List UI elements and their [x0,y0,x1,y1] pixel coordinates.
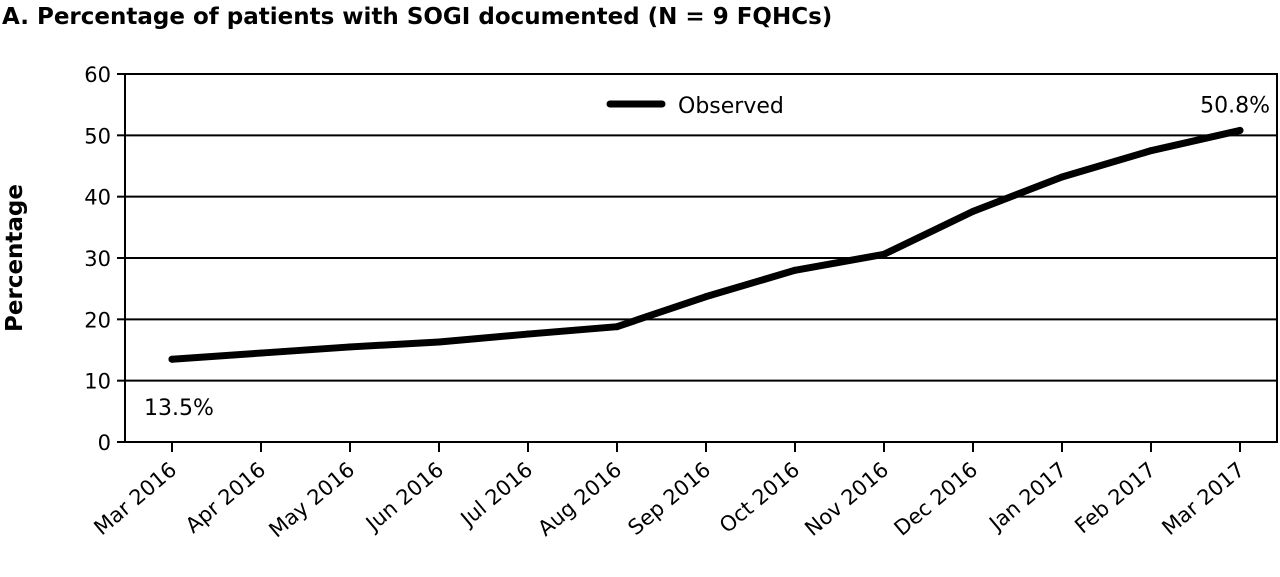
y-tick-label-0: 0 [98,431,111,455]
x-tick-label: Oct 2016 [715,457,804,537]
data-point [702,293,710,301]
data-point [168,355,176,363]
y-tick-label-50: 50 [84,124,111,148]
data-point [969,207,977,215]
annotation-start-value: 13.5% [144,396,214,421]
y-tick-label-60: 60 [84,63,111,87]
annotation-end-value: 50.8% [1200,93,1270,118]
y-tick-label-20: 20 [84,308,111,332]
x-tick-label: Jun 2016 [360,457,448,536]
data-point [257,349,265,357]
data-point [1147,147,1155,155]
x-tick-label: Mar 2016 [89,457,181,540]
data-point [1058,173,1066,181]
x-tick-label: Jul 2016 [455,457,537,532]
grid-lines [125,134,1277,382]
x-tick-label: May 2016 [264,457,359,542]
data-point [1236,126,1244,134]
data-annotations: 13.5% 50.8% [144,93,1270,421]
y-axis-ticks: 0 10 20 30 40 50 60 [84,63,125,455]
data-point [613,323,621,331]
series-line-observed [168,126,1244,363]
data-point [346,343,354,351]
x-tick-label: Mar 2017 [1157,457,1249,540]
x-tick-label: Aug 2016 [533,457,626,540]
x-tick-label: Nov 2016 [800,457,893,540]
series-observed [168,126,1244,363]
y-tick-label-30: 30 [84,247,111,271]
data-point [880,250,888,258]
data-point [524,330,532,338]
x-tick-label: Feb 2017 [1070,457,1160,538]
y-axis-label: Percentage [2,184,28,332]
x-tick-label: Jan 2017 [983,457,1071,536]
data-point [435,338,443,346]
chart-title: A. Percentage of patients with SOGI docu… [2,4,833,30]
legend: Observed [606,94,784,119]
y-tick-label-10: 10 [84,370,111,394]
x-tick-label: Dec 2016 [890,457,983,540]
x-tick-label: Apr 2016 [181,457,270,537]
y-tick-label-40: 40 [84,186,111,210]
x-tick-label: Sep 2016 [623,457,715,539]
legend-label-observed: Observed [678,94,784,119]
data-point [791,266,799,274]
